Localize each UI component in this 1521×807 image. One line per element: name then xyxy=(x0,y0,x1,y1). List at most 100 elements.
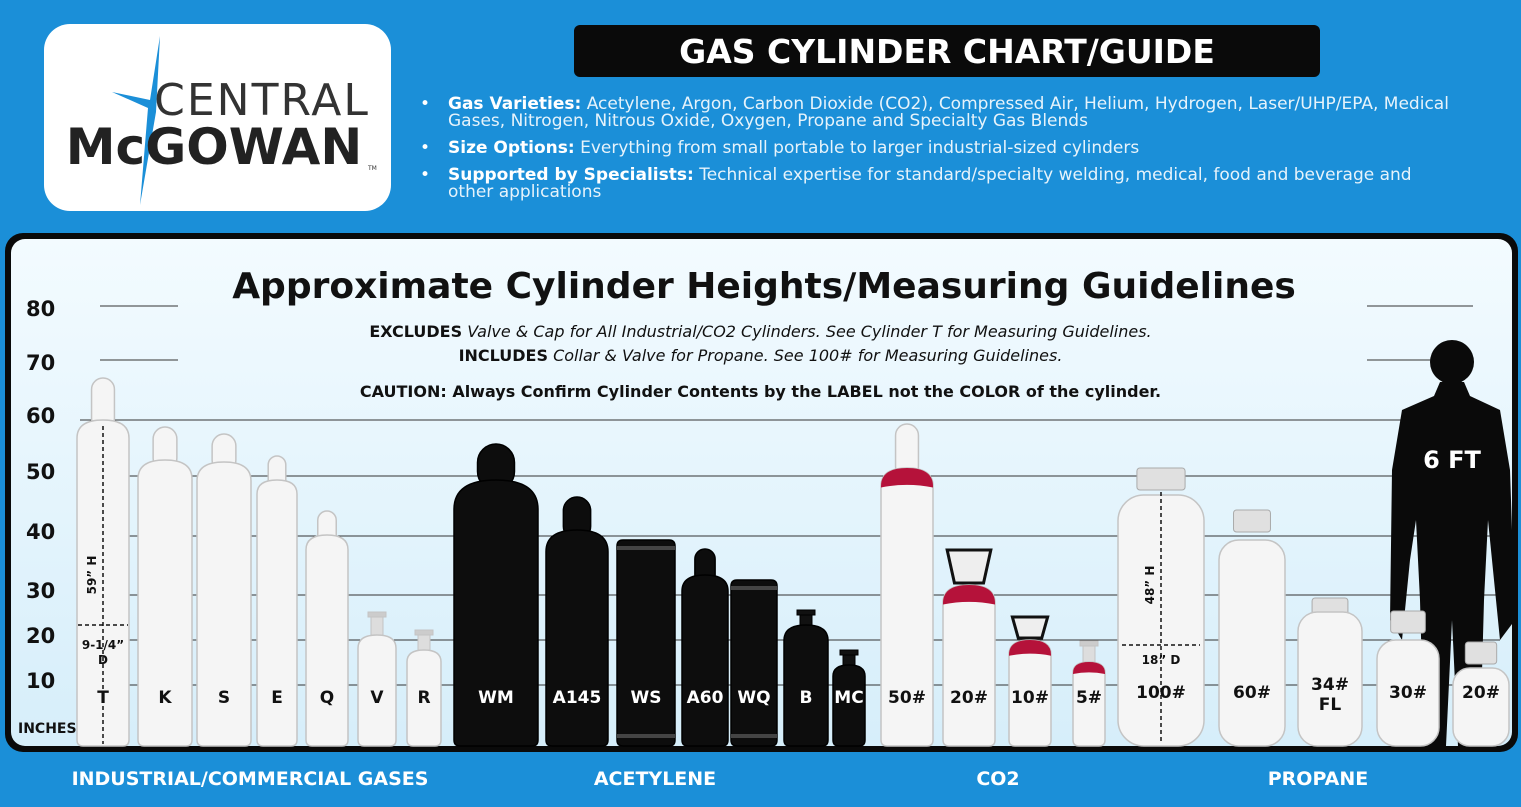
bullet-head: Supported by Specialists: xyxy=(448,165,694,185)
cylinder-label: 10# xyxy=(1011,688,1049,708)
measure: 48” H xyxy=(1143,566,1157,605)
bullet-text: Everything from small portable to larger… xyxy=(580,138,1140,158)
collar xyxy=(1233,509,1271,533)
note: INCLUDES Collar & Valve for Propane. See… xyxy=(0,346,1521,365)
person-body xyxy=(1390,382,1515,746)
cylinder xyxy=(137,459,193,747)
cylinder-label: R xyxy=(417,688,430,708)
shoulder xyxy=(1073,662,1105,674)
cylinder xyxy=(1376,639,1440,747)
scale-label: 10 xyxy=(26,669,55,693)
header-title: GAS CYLINDER CHART/GUIDE xyxy=(679,32,1215,71)
bullet-head: Gas Varieties: xyxy=(448,94,582,114)
cylinder xyxy=(545,529,609,747)
person-head xyxy=(1430,340,1474,384)
cylinder-label: 60# xyxy=(1233,683,1271,703)
measure: 59” H xyxy=(85,556,99,595)
cylinder-label: MC xyxy=(834,688,863,708)
cylinder xyxy=(406,649,442,747)
shoulder xyxy=(1009,640,1051,656)
scale-label: 60 xyxy=(26,404,55,428)
bullet: Size Options: Everything from small port… xyxy=(420,138,1460,158)
caution: CAUTION: Always Confirm Cylinder Content… xyxy=(359,382,1162,401)
cylinder xyxy=(453,479,539,747)
bullet: Supported by Specialists: Technical expe… xyxy=(420,167,1460,201)
logo-line2: McGOWAN xyxy=(66,118,362,176)
measure: D xyxy=(98,653,108,667)
cylinder xyxy=(357,634,397,747)
cylinder-label: K xyxy=(158,688,172,708)
cylinder xyxy=(1218,539,1286,747)
collar xyxy=(1464,641,1498,665)
cylinder-label: V xyxy=(370,688,384,708)
cylinder-label: 100# xyxy=(1136,683,1186,703)
group-label: INDUSTRIAL/COMMERCIAL GASES xyxy=(72,768,429,790)
cylinder xyxy=(783,624,829,747)
title-bar xyxy=(574,25,1320,77)
valve-knob xyxy=(367,611,387,618)
cylinder-label: 5# xyxy=(1076,688,1102,708)
cap-ring xyxy=(731,586,777,590)
bullets: Gas Varieties: Acetylene, Argon, Carbon … xyxy=(420,96,1460,211)
shoulder xyxy=(943,585,995,605)
bullet: Gas Varieties: Acetylene, Argon, Carbon … xyxy=(420,96,1460,130)
note-text: Collar & Valve for Propane. See 100# for… xyxy=(553,346,1063,365)
panel-title: Approximate Cylinder Heights/Measuring G… xyxy=(232,266,1296,307)
cylinder-label: WS xyxy=(631,688,662,708)
note-text: Valve & Cap for All Industrial/CO2 Cylin… xyxy=(467,322,1152,341)
valve-knob xyxy=(839,649,859,656)
cylinder-label: 34# xyxy=(1311,675,1349,695)
group-label: PROPANE xyxy=(1268,768,1368,790)
cylinder xyxy=(730,579,778,747)
scale-label: 70 xyxy=(26,351,55,375)
scale-label: 50 xyxy=(26,460,55,484)
logo-box xyxy=(44,24,391,211)
scale-label: 80 xyxy=(26,297,55,321)
cylinder xyxy=(196,461,252,747)
cylinder xyxy=(256,479,298,747)
cylinder-label: 50# xyxy=(888,688,926,708)
cylinder-label: A145 xyxy=(553,688,602,708)
measure: 9-1/4” xyxy=(82,638,124,652)
bullet-text: Acetylene, Argon, Carbon Dioxide (CO2), … xyxy=(448,94,1449,131)
bullet-head: Size Options: xyxy=(448,138,575,158)
logo-line1: CENTRAL xyxy=(154,75,370,126)
note: EXCLUDES Valve & Cap for All Industrial/… xyxy=(0,322,1521,341)
group-label: ACETYLENE xyxy=(594,768,716,790)
group-label: CO2 xyxy=(976,768,1019,790)
cylinder xyxy=(1297,611,1363,747)
cylinder-label: WQ xyxy=(737,688,770,708)
cylinder xyxy=(942,584,996,747)
scale-unit: INCHES xyxy=(18,721,77,737)
valve-knob xyxy=(796,609,816,616)
scale-label: 30 xyxy=(26,579,55,603)
cylinder-label: 30# xyxy=(1389,683,1427,703)
cylinder xyxy=(305,534,349,747)
logo-spark xyxy=(112,36,160,205)
cylinder-label: B xyxy=(800,688,813,708)
cylinder-label: 20# xyxy=(1462,683,1500,703)
valve-guard xyxy=(1010,615,1050,640)
scale-label: 20 xyxy=(26,624,55,648)
cylinder xyxy=(1452,667,1510,747)
cylinder-label: A60 xyxy=(687,688,724,708)
valve-knob xyxy=(1079,640,1099,647)
cap-ring xyxy=(617,546,675,550)
cylinder-sublabel: FL xyxy=(1319,695,1342,715)
cylinder xyxy=(832,664,866,747)
shoulder xyxy=(881,468,933,488)
cylinder xyxy=(681,574,729,747)
cylinder-label: S xyxy=(218,688,230,708)
valve-guard xyxy=(945,548,993,585)
cylinder-label: WM xyxy=(478,688,514,708)
cylinder-label: E xyxy=(271,688,283,708)
cylinder xyxy=(616,539,676,747)
valve-knob xyxy=(414,629,434,636)
cylinder-label: T xyxy=(97,688,109,708)
bullet-text: Technical expertise for standard/special… xyxy=(448,165,1412,202)
collar xyxy=(1136,467,1186,491)
cylinders: 80 70 60 50 40 30 20 10 INCHES 6 FT T K S E Q V R WM A145 W… xyxy=(18,297,1515,747)
base-ring xyxy=(617,734,675,738)
